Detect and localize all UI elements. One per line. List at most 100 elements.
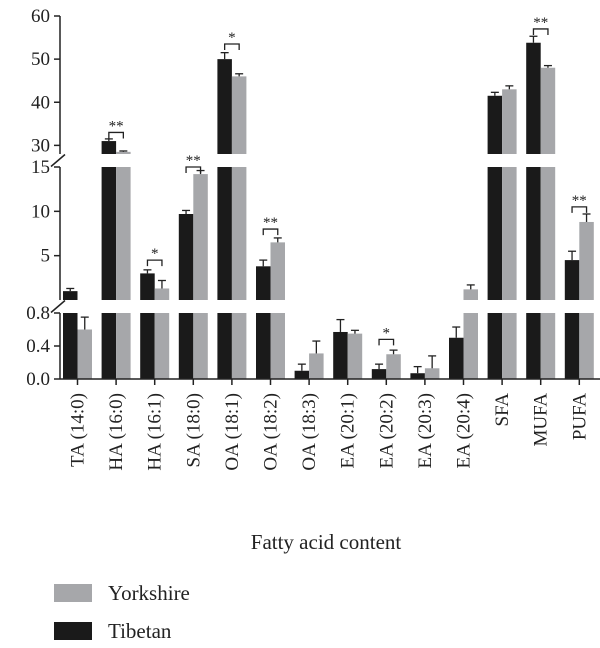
bar-tibetan-0 bbox=[63, 291, 78, 300]
bar-tibetan-1 bbox=[101, 313, 117, 379]
bar-tibetan-11 bbox=[487, 95, 503, 154]
legend-swatch-yorkshire bbox=[54, 584, 92, 602]
significance-bracket bbox=[571, 206, 588, 213]
bar-yorkshire-2 bbox=[154, 313, 170, 379]
bar-yorkshire-6 bbox=[309, 353, 324, 379]
y-tick-label: 10 bbox=[31, 201, 50, 222]
y-tick-label: 0.4 bbox=[26, 336, 50, 357]
bar-tibetan-12 bbox=[526, 313, 541, 379]
bar-tibetan-6 bbox=[294, 370, 310, 379]
y-tick-label: 40 bbox=[31, 92, 50, 113]
bar-yorkshire-10 bbox=[463, 313, 478, 379]
x-tick-label: HA (16:0) bbox=[106, 393, 127, 471]
y-tick-label: 0.0 bbox=[26, 369, 50, 390]
bar-tibetan-13 bbox=[564, 313, 580, 379]
x-tick-label: EA (20:1) bbox=[338, 393, 359, 468]
bar-yorkshire-3 bbox=[193, 313, 208, 379]
x-tick-label: OA (18:2) bbox=[261, 393, 282, 471]
bar-tibetan-9 bbox=[410, 373, 425, 379]
bar-yorkshire-4 bbox=[231, 313, 247, 379]
bar-yorkshire-1 bbox=[116, 151, 131, 154]
significance-bracket bbox=[378, 338, 395, 346]
bar-tibetan-10 bbox=[449, 337, 464, 379]
x-tick-label: SA (18:0) bbox=[183, 393, 204, 467]
legend-label-yorkshire: Yorkshire bbox=[108, 581, 190, 605]
x-tick-label: PUFA bbox=[569, 393, 590, 440]
bar-yorkshire-13 bbox=[579, 313, 594, 379]
bar-tibetan-11 bbox=[487, 313, 503, 379]
significance-annotations: ************* bbox=[108, 15, 588, 346]
bar-yorkshire-3 bbox=[193, 174, 208, 300]
bar-yorkshire-13 bbox=[579, 221, 594, 300]
y-tick-label: 15 bbox=[31, 157, 50, 178]
significance-label: * bbox=[228, 30, 236, 46]
bars bbox=[63, 42, 594, 379]
bar-yorkshire-11 bbox=[502, 167, 517, 300]
significance-label: * bbox=[383, 325, 391, 341]
bar-yorkshire-12 bbox=[540, 313, 556, 379]
bar-tibetan-11 bbox=[487, 167, 503, 300]
legend-swatch-tibetan bbox=[54, 622, 92, 640]
legend: Yorkshire Tibetan bbox=[54, 581, 190, 643]
legend-label-tibetan: Tibetan bbox=[108, 619, 172, 643]
bar-tibetan-4 bbox=[217, 59, 232, 154]
axis-break-mark bbox=[50, 299, 66, 314]
bar-tibetan-1 bbox=[101, 141, 117, 154]
significance-bracket bbox=[146, 259, 163, 267]
bar-yorkshire-4 bbox=[231, 167, 247, 300]
bar-yorkshire-10 bbox=[463, 289, 478, 300]
bar-yorkshire-9 bbox=[424, 368, 440, 379]
y-tick-label: 5 bbox=[41, 246, 51, 267]
x-axis: TA (14:0) HA (16:0) HA (16:1) SA (18:0) OA (… bbox=[60, 378, 600, 471]
error-bars bbox=[66, 35, 591, 374]
y-tick-label: 0.8 bbox=[26, 303, 50, 324]
x-tick-label: OA (18:3) bbox=[299, 393, 320, 471]
bar-tibetan-13 bbox=[564, 260, 580, 300]
bar-yorkshire-1 bbox=[116, 167, 131, 300]
y-tick-label: 50 bbox=[31, 49, 50, 70]
significance-label: ** bbox=[533, 15, 548, 31]
x-tick-label: HA (16:1) bbox=[145, 393, 166, 471]
significance-bracket bbox=[185, 166, 202, 173]
bar-tibetan-4 bbox=[217, 313, 232, 379]
bar-tibetan-12 bbox=[526, 167, 541, 300]
axis-break-mark bbox=[50, 153, 66, 168]
significance-label: ** bbox=[263, 215, 278, 231]
bar-yorkshire-8 bbox=[386, 354, 401, 379]
bar-tibetan-1 bbox=[101, 167, 117, 300]
bar-yorkshire-11 bbox=[502, 313, 517, 379]
x-tick-label: OA (18:1) bbox=[222, 393, 243, 471]
bar-yorkshire-7 bbox=[347, 333, 363, 379]
y-tick-label: 60 bbox=[31, 6, 50, 27]
significance-label: ** bbox=[572, 193, 587, 209]
bar-tibetan-7 bbox=[333, 331, 348, 379]
x-tick-label: TA (14:0) bbox=[68, 393, 89, 467]
bar-yorkshire-2 bbox=[154, 288, 170, 300]
significance-bracket bbox=[224, 43, 240, 51]
bar-tibetan-4 bbox=[217, 167, 232, 300]
bar-yorkshire-4 bbox=[231, 76, 247, 154]
bar-tibetan-2 bbox=[140, 313, 155, 379]
bar-tibetan-5 bbox=[256, 313, 271, 379]
significance-label: * bbox=[151, 246, 159, 262]
x-tick-label: EA (20:2) bbox=[376, 393, 397, 468]
x-tick-label: SFA bbox=[492, 393, 513, 427]
significance-bracket bbox=[262, 228, 279, 236]
significance-label: ** bbox=[109, 118, 124, 134]
bar-tibetan-8 bbox=[371, 369, 387, 379]
bar-tibetan-0 bbox=[63, 313, 78, 379]
bar-yorkshire-12 bbox=[540, 67, 556, 154]
x-tick-label: MUFA bbox=[531, 393, 552, 447]
bar-yorkshire-0 bbox=[77, 329, 92, 379]
significance-bracket bbox=[532, 28, 549, 35]
bar-yorkshire-5 bbox=[270, 242, 285, 300]
bar-yorkshire-11 bbox=[502, 89, 517, 154]
bar-tibetan-3 bbox=[178, 213, 194, 300]
bar-tibetan-5 bbox=[256, 266, 271, 300]
significance-bracket bbox=[108, 131, 124, 139]
significance-label: ** bbox=[186, 153, 201, 169]
y-tick-label: 30 bbox=[31, 135, 50, 156]
x-tick-label: EA (20:3) bbox=[415, 393, 436, 468]
